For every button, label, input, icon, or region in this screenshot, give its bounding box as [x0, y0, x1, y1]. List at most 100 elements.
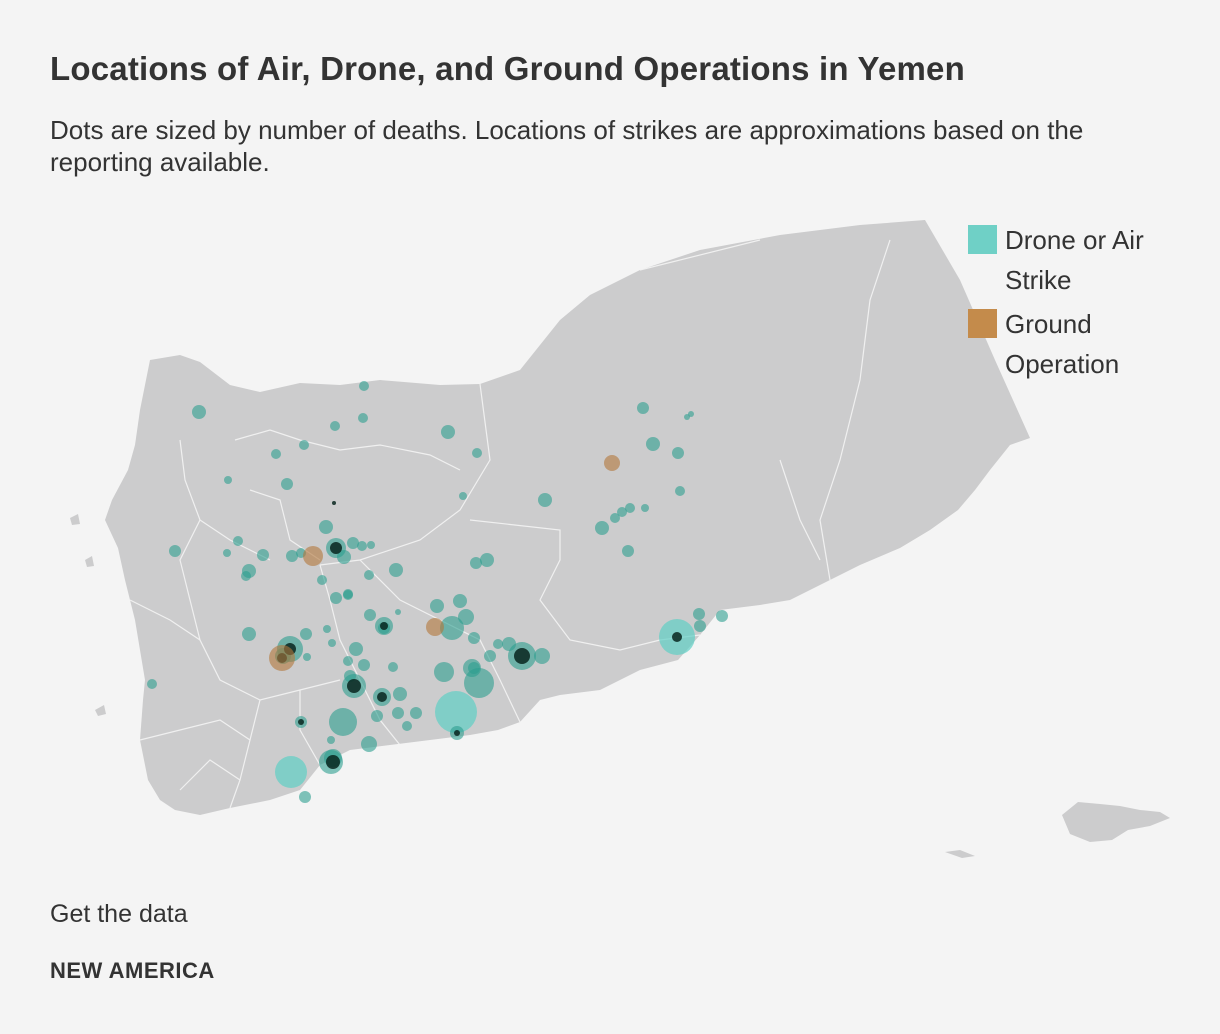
air-strike-dot-51[interactable]: [440, 616, 464, 640]
air-strike-dot-93[interactable]: [688, 411, 694, 417]
air-strike-dot-76[interactable]: [393, 687, 407, 701]
socotra-island: [1062, 802, 1170, 842]
air-strike-dots: [147, 381, 728, 803]
air-strike-dot-10[interactable]: [472, 448, 482, 458]
air-strike-dot-95[interactable]: [327, 736, 335, 744]
small-island-a: [945, 850, 975, 858]
air-strike-dot-52[interactable]: [468, 632, 480, 644]
air-strike-dot-68[interactable]: [303, 653, 311, 661]
air-strike-cluster-core-8: [377, 692, 387, 702]
air-strike-dot-34[interactable]: [367, 541, 375, 549]
air-strike-dot-73[interactable]: [344, 670, 356, 682]
air-strike-dot-91[interactable]: [716, 610, 728, 622]
air-strike-dot-53[interactable]: [484, 650, 496, 662]
air-strike-dot-25[interactable]: [233, 536, 243, 546]
yemen-map: [70, 220, 1170, 858]
air-strike-dot-19[interactable]: [610, 513, 620, 523]
air-strike-dot-45[interactable]: [395, 609, 401, 615]
ground-operation-dot-4[interactable]: [269, 645, 295, 671]
air-strike-dot-39[interactable]: [470, 557, 482, 569]
air-strike-dot-8[interactable]: [281, 478, 293, 490]
air-strike-cluster-core-11: [454, 730, 460, 736]
mainland-yemen: [105, 220, 1030, 815]
air-strike-dot-50[interactable]: [458, 609, 474, 625]
air-strike-dot-69[interactable]: [349, 642, 363, 656]
air-strike-dot-62[interactable]: [434, 662, 454, 682]
air-strike-dot-27[interactable]: [286, 550, 298, 562]
air-strike-dot-7[interactable]: [224, 476, 232, 484]
air-strike-dot-98[interactable]: [328, 639, 336, 647]
air-strike-dot-13[interactable]: [637, 402, 649, 414]
ground-operation-dot-2[interactable]: [303, 546, 323, 566]
air-strike-dot-82[interactable]: [361, 736, 377, 752]
air-strike-dot-40[interactable]: [480, 553, 494, 567]
air-strike-dot-86[interactable]: [275, 756, 307, 788]
air-strike-dot-37[interactable]: [364, 570, 374, 580]
air-strike-dot-31[interactable]: [337, 550, 351, 564]
ground-operation-dot-1[interactable]: [604, 455, 620, 471]
air-strike-dot-78[interactable]: [402, 721, 412, 731]
legend-item-air: Drone or Air Strike: [968, 220, 1208, 300]
air-strike-dot-3[interactable]: [358, 413, 368, 423]
legend-swatch-ground: [968, 309, 997, 338]
air-strike-dot-49[interactable]: [453, 594, 467, 608]
air-strike-dot-29[interactable]: [319, 520, 333, 534]
air-strike-dot-32[interactable]: [347, 537, 359, 549]
page-title: Locations of Air, Drone, and Ground Oper…: [50, 50, 965, 87]
air-strike-dot-79[interactable]: [410, 707, 422, 719]
air-strike-cluster-core-4: [347, 679, 361, 693]
air-strike-dot-43[interactable]: [330, 592, 342, 604]
air-strike-dot-46[interactable]: [364, 609, 376, 621]
air-strike-dot-23[interactable]: [169, 545, 181, 557]
air-strike-dot-64[interactable]: [242, 627, 256, 641]
ground-operation-dot-3[interactable]: [426, 618, 444, 636]
air-strike-dot-14[interactable]: [646, 437, 660, 451]
air-strike-dot-48[interactable]: [430, 599, 444, 613]
air-strike-dot-18[interactable]: [622, 545, 634, 557]
air-strike-dot-12[interactable]: [538, 493, 552, 507]
ground-operation-dots: [269, 455, 620, 671]
air-strike-dot-26[interactable]: [257, 549, 269, 561]
air-strike-dot-75[interactable]: [371, 710, 383, 722]
legend: Drone or Air Strike Ground Operation: [968, 220, 1208, 388]
air-strike-dot-17[interactable]: [595, 521, 609, 535]
air-strike-dot-57[interactable]: [534, 648, 550, 664]
air-strike-dot-2[interactable]: [359, 381, 369, 391]
air-strike-dot-60[interactable]: [463, 659, 481, 677]
air-strike-dot-5[interactable]: [299, 440, 309, 450]
air-strike-dot-24[interactable]: [223, 549, 231, 557]
air-strike-dot-61[interactable]: [435, 691, 477, 733]
page-subtitle: Dots are sized by number of deaths. Loca…: [50, 115, 1084, 177]
small-island-c: [85, 556, 94, 567]
air-strike-dot-54[interactable]: [493, 639, 503, 649]
air-strike-dot-38[interactable]: [389, 563, 403, 577]
air-strike-cluster-core-7: [380, 622, 388, 630]
air-strike-dot-44[interactable]: [343, 589, 353, 599]
air-strike-dot-77[interactable]: [392, 707, 404, 719]
air-strike-dot-15[interactable]: [672, 447, 684, 459]
air-strike-dot-42[interactable]: [241, 571, 251, 581]
small-island-d: [70, 514, 80, 525]
air-strike-dot-67[interactable]: [300, 628, 312, 640]
air-strike-dot-9[interactable]: [441, 425, 455, 439]
air-strike-dot-4[interactable]: [330, 421, 340, 431]
air-strike-dot-22[interactable]: [641, 504, 649, 512]
get-data-link[interactable]: Get the data: [50, 900, 188, 928]
air-strike-dot-90[interactable]: [693, 608, 705, 620]
air-strike-dot-97[interactable]: [323, 625, 331, 633]
air-strike-dot-33[interactable]: [357, 541, 367, 551]
air-strike-dot-94[interactable]: [147, 679, 157, 689]
air-strike-dot-1[interactable]: [192, 405, 206, 419]
air-strike-dot-71[interactable]: [358, 659, 370, 671]
air-strike-dot-87[interactable]: [299, 791, 311, 803]
air-strike-dot-35[interactable]: [317, 575, 327, 585]
air-strike-dot-20[interactable]: [617, 507, 627, 517]
air-strike-dot-6[interactable]: [271, 449, 281, 459]
air-strike-dot-11[interactable]: [459, 492, 467, 500]
air-strike-dot-89[interactable]: [694, 620, 706, 632]
air-strike-dot-80[interactable]: [388, 662, 398, 672]
air-strike-dot-70[interactable]: [343, 656, 353, 666]
air-strike-dot-21[interactable]: [625, 503, 635, 513]
air-strike-dot-16[interactable]: [675, 486, 685, 496]
air-strike-dot-81[interactable]: [329, 708, 357, 736]
